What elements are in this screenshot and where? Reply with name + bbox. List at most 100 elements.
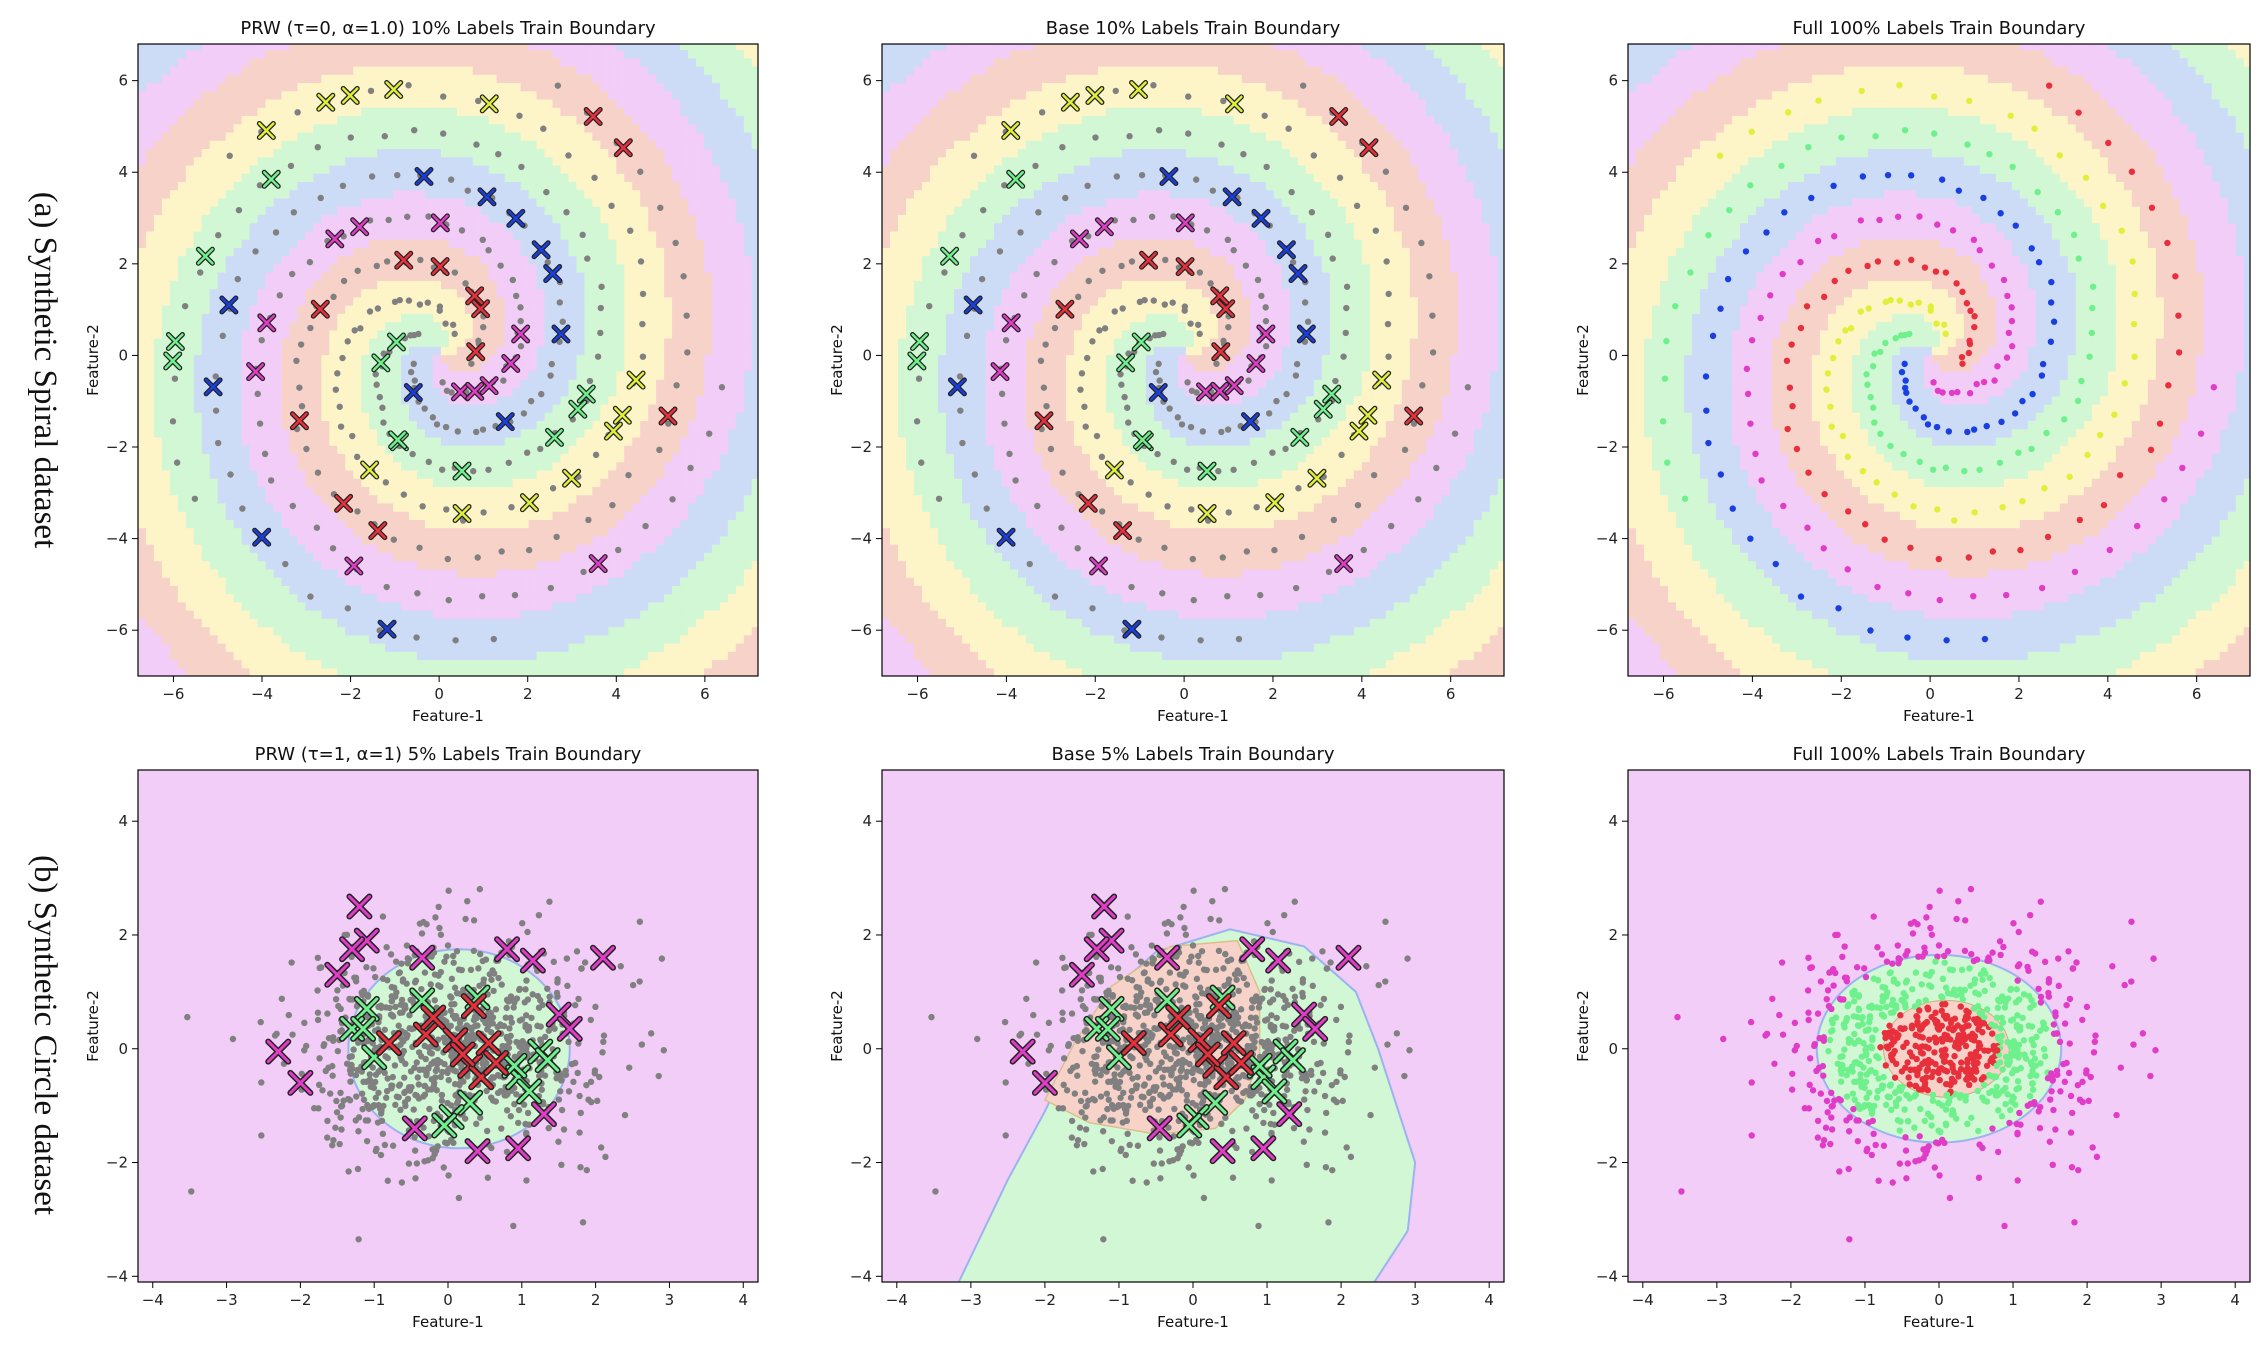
region-cell (161, 659, 171, 669)
region-cell (568, 65, 578, 75)
region-cell (201, 395, 211, 405)
region-cell (448, 305, 458, 314)
region-cell (138, 181, 147, 191)
region-cell (560, 560, 570, 570)
region-cell (281, 469, 291, 479)
region-cell (257, 552, 267, 562)
region-cell (345, 197, 354, 207)
region-cell (448, 222, 458, 232)
region-cell (369, 329, 378, 339)
region-cell (233, 535, 243, 545)
region-cell (536, 338, 546, 347)
region-cell (138, 247, 147, 257)
region-cell (624, 651, 633, 661)
region-cell (472, 461, 482, 471)
region-cell (193, 494, 203, 504)
region-cell (448, 247, 458, 257)
region-cell (568, 90, 578, 100)
region-cell (401, 436, 410, 446)
region-cell (472, 272, 482, 281)
region-cell (424, 420, 434, 430)
region-cell (233, 329, 243, 339)
region-cell (584, 544, 593, 553)
region-cell (552, 379, 562, 389)
region-cell (161, 280, 171, 290)
region-cell (424, 239, 434, 248)
region-cell (584, 230, 593, 240)
region-cell (584, 436, 593, 446)
region-cell (520, 164, 530, 174)
region-cell (145, 305, 155, 314)
region-cell (385, 568, 394, 578)
region-cell (472, 181, 482, 191)
region-cell (257, 618, 267, 628)
region-cell (209, 634, 219, 644)
region-cell (153, 618, 163, 628)
region-cell (576, 667, 585, 676)
region-cell (377, 90, 386, 100)
region-cell (241, 346, 251, 356)
region-cell (145, 618, 155, 628)
region-cell (265, 560, 275, 570)
region-cell (576, 65, 585, 75)
region-cell (616, 305, 625, 314)
region-cell (409, 313, 418, 323)
region-cell (177, 321, 187, 331)
region-cell (345, 544, 354, 553)
region-cell (273, 247, 283, 257)
region-cell (209, 478, 219, 487)
region-cell (313, 651, 322, 661)
region-cell (385, 156, 394, 166)
region-cell (281, 445, 291, 455)
region-cell (321, 181, 330, 191)
region-cell (289, 659, 299, 669)
region-cell (488, 272, 498, 281)
region-cell (584, 123, 593, 133)
region-cell (177, 634, 187, 644)
region-cell (520, 98, 530, 108)
region-cell (417, 74, 426, 84)
region-cell (544, 65, 554, 75)
region-cell (560, 214, 570, 224)
region-cell (377, 181, 386, 191)
region-cell (568, 387, 578, 397)
region-cell (432, 601, 442, 611)
region-cell (138, 486, 147, 496)
region-cell (424, 667, 434, 676)
region-cell (177, 338, 187, 347)
region-cell (305, 626, 314, 636)
region-cell (640, 296, 649, 306)
region-cell (361, 131, 370, 141)
region-cell (584, 49, 593, 59)
region-cell (305, 494, 314, 504)
region-cell (600, 247, 609, 257)
region-cell (233, 181, 243, 191)
region-cell (225, 593, 235, 603)
region-cell (608, 296, 617, 306)
region-cell (409, 214, 418, 224)
region-cell (472, 214, 482, 224)
region-cell (297, 321, 306, 331)
region-cell (153, 214, 163, 224)
region-cell (512, 420, 522, 430)
region-cell (313, 643, 322, 652)
region-cell (257, 230, 267, 240)
region-cell (353, 214, 362, 224)
region-cell (409, 222, 418, 232)
region-cell (361, 445, 370, 455)
region-cell (209, 585, 219, 595)
region-cell (297, 610, 306, 619)
region-cell (138, 370, 147, 380)
region-cell (145, 346, 155, 356)
region-cell (153, 387, 163, 397)
region-cell (233, 255, 243, 265)
region-cell (297, 131, 306, 141)
region-cell (209, 535, 219, 545)
region-cell (616, 354, 625, 364)
region-cell (417, 263, 426, 273)
region-cell (161, 288, 171, 298)
region-cell (249, 387, 259, 397)
region-cell (480, 255, 490, 265)
region-cell (153, 107, 163, 117)
region-cell (480, 329, 490, 339)
